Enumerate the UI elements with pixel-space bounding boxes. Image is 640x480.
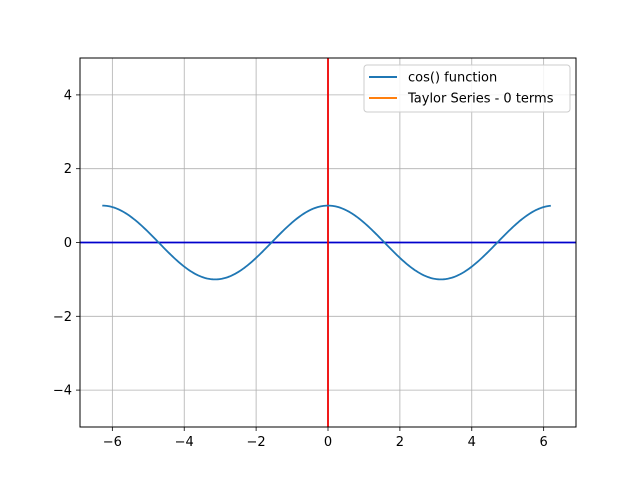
y-tick-label-1: −2	[53, 310, 72, 325]
x-tick-label-3: 0	[324, 435, 332, 450]
y-tick-label-4: 4	[64, 88, 72, 103]
series-line-0	[102, 204, 551, 281]
reference-lines	[80, 58, 576, 427]
series	[102, 204, 551, 281]
y-tick-label-2: 0	[64, 236, 72, 251]
legend-label-taylor: Taylor Series - 0 terms	[407, 92, 554, 107]
x-tick-label-5: 4	[468, 435, 476, 450]
y-tick-label-3: 2	[64, 162, 72, 177]
x-tick-label-6: 6	[540, 435, 548, 450]
x-tick-label-1: −4	[175, 435, 194, 450]
legend: cos() function Taylor Series - 0 terms	[363, 64, 571, 113]
x-tick-label-0: −6	[103, 435, 122, 450]
legend-box	[363, 64, 571, 113]
x-tick-label-4: 2	[396, 435, 404, 450]
y-tick-label-0: −4	[53, 384, 72, 399]
ticks: −6 −4 −2 0 2 4 6 −4 −2 0 2 4	[53, 88, 548, 450]
x-tick-label-2: −2	[247, 435, 266, 450]
legend-label-cos: cos() function	[408, 71, 497, 86]
